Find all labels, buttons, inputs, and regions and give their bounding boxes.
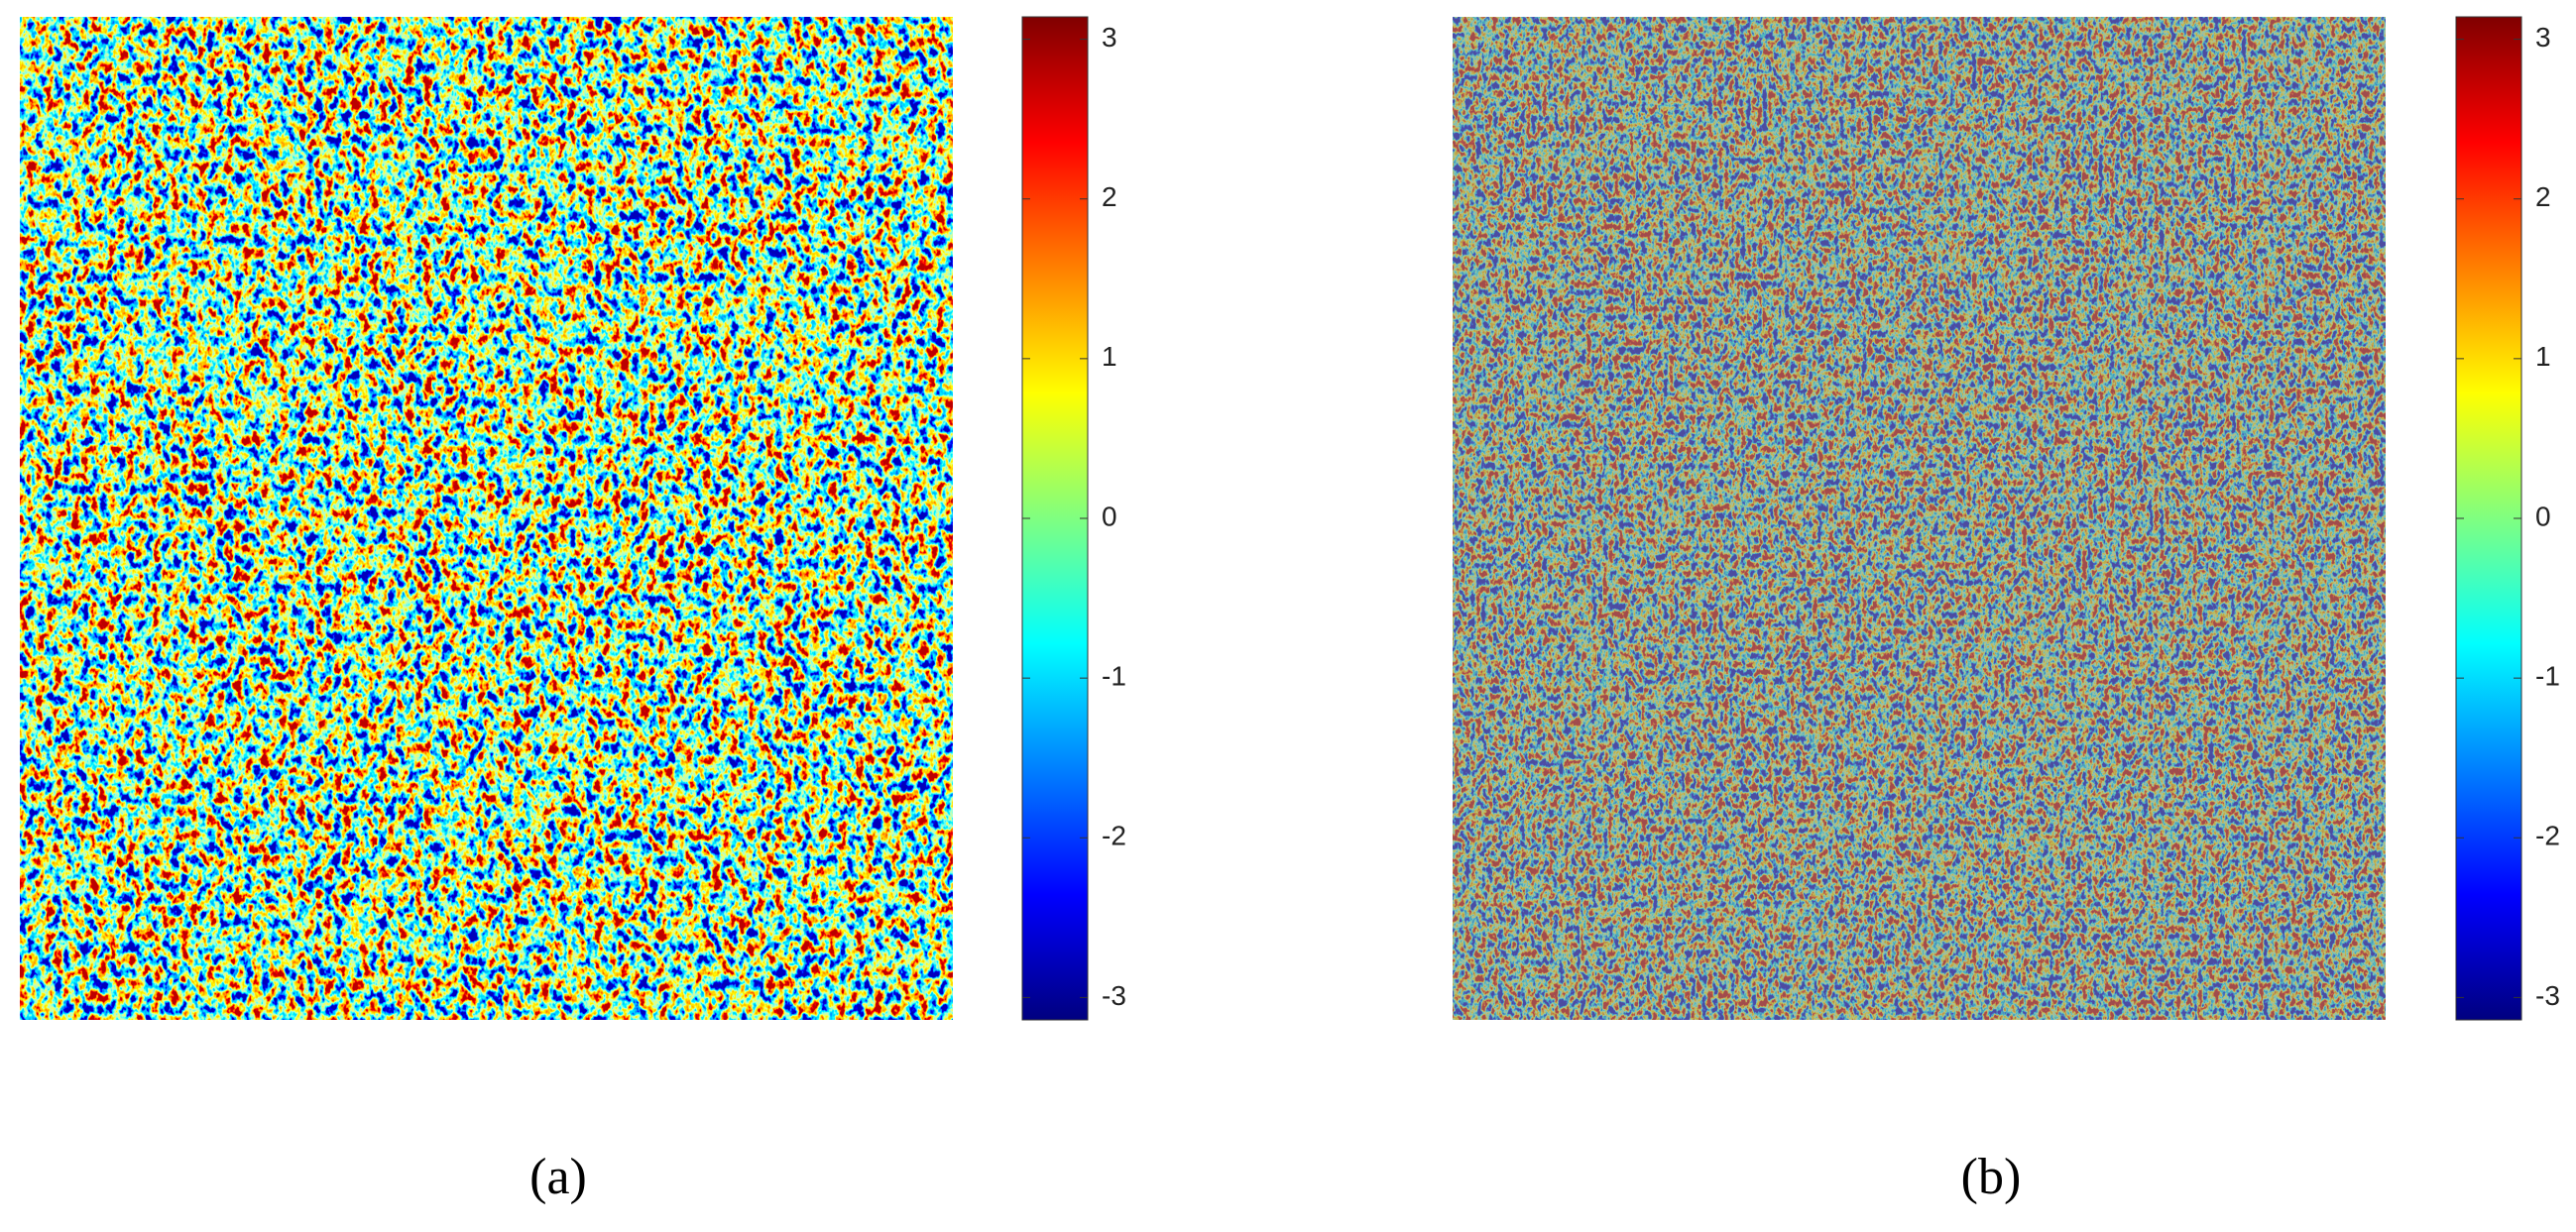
colorbar-tick-label: -3 — [1102, 980, 1126, 1011]
colorbar — [1021, 16, 1089, 1021]
colorbar-tick-label: 0 — [1102, 501, 1117, 531]
heatmap-image — [20, 17, 953, 1020]
heatmap-overlay — [1453, 17, 2386, 1020]
colorbar-tick-label: 2 — [2535, 181, 2551, 212]
colorbar-tick-label: 1 — [1102, 341, 1117, 372]
colorbar-tick-label: -3 — [2535, 980, 2560, 1011]
colorbar-tick-label: -2 — [1102, 821, 1126, 851]
colorbar-tick-label: 2 — [1102, 181, 1117, 212]
colorbar — [2455, 16, 2522, 1021]
panel-label: (b) — [1961, 1149, 2022, 1205]
colorbar-tick-label: 0 — [2535, 501, 2551, 531]
colorbar-tick-label: 3 — [2535, 22, 2551, 53]
panel-label: (a) — [529, 1149, 587, 1205]
colorbar-tick-label: -2 — [2535, 821, 2560, 851]
colorbar-tick-label: 1 — [2535, 341, 2551, 372]
colorbar-tick-label: -1 — [1102, 661, 1126, 692]
colorbar-tick-label: 3 — [1102, 22, 1117, 53]
colorbar-tick-label: -1 — [2535, 661, 2560, 692]
